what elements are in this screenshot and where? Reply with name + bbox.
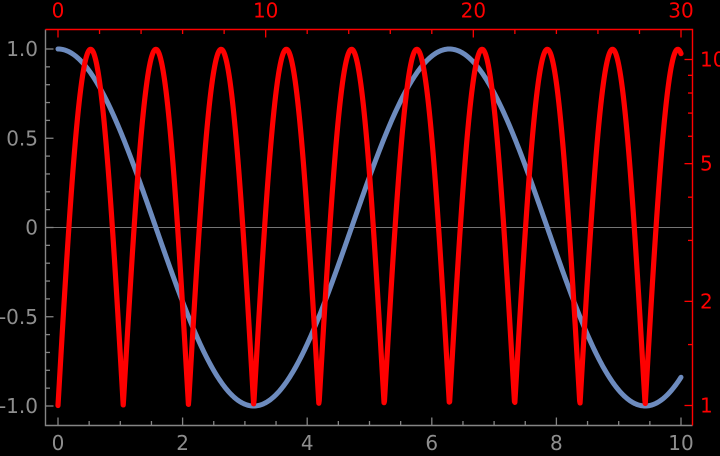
bottom-tick-label: 10 (668, 431, 693, 455)
right-tick-label: 1 (700, 394, 713, 418)
frame-gray-left-bottom (44, 29, 693, 427)
right-tick-label: 2 (700, 289, 713, 313)
left-tick-label: -1.0 (0, 394, 38, 418)
top-tick-label: 20 (461, 0, 486, 23)
bottom-tick-label: 8 (550, 431, 563, 455)
left-tick-label: 0 (25, 216, 38, 240)
left-tick-label: -0.5 (0, 305, 38, 329)
left-tick-label: 1.0 (6, 37, 38, 61)
top-tick-label: 0 (52, 0, 65, 23)
right-tick-label: 10 (700, 48, 720, 72)
right-tick-label: 5 (700, 152, 713, 176)
top-tick-label: 30 (668, 0, 693, 23)
bottom-tick-label: 2 (176, 431, 189, 455)
axis-ticks (45, 29, 693, 426)
bottom-tick-label: 0 (52, 431, 65, 455)
top-tick-label: 10 (253, 0, 278, 23)
bottom-tick-label: 6 (425, 431, 438, 455)
bottom-tick-label: 4 (301, 431, 314, 455)
left-tick-label: 0.5 (6, 126, 38, 150)
frame-red-top-right (45, 28, 694, 426)
pulse-curve (55, 46, 684, 409)
